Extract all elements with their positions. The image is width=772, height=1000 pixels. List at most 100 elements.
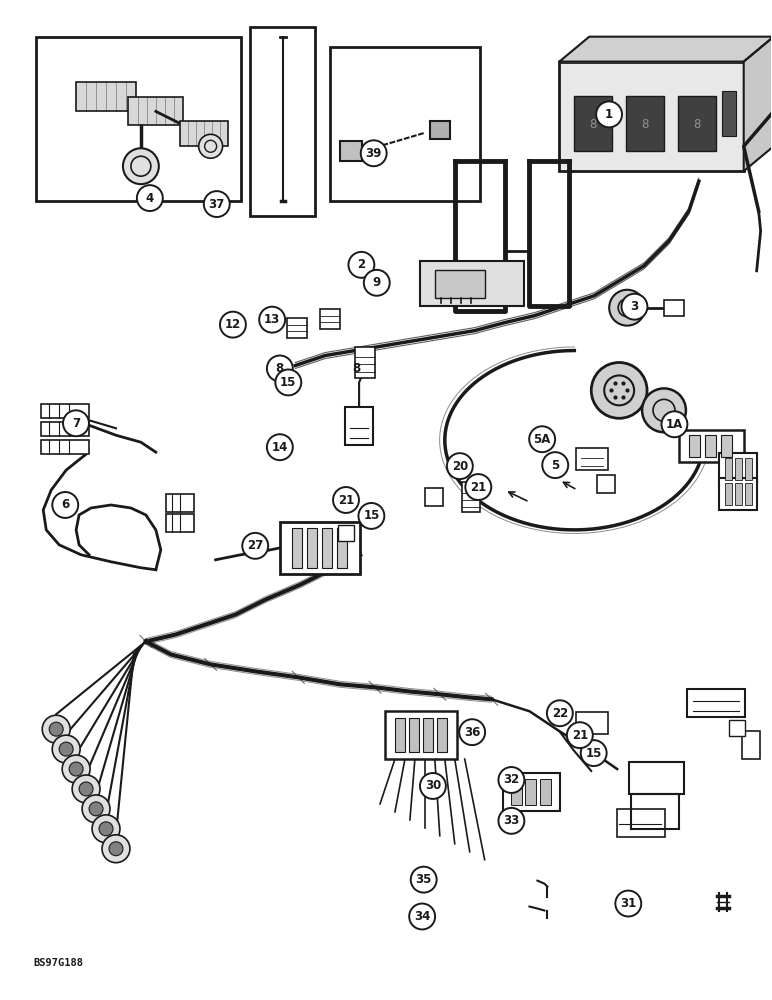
Text: 33: 33: [503, 814, 520, 827]
Circle shape: [447, 453, 472, 479]
Bar: [719, 453, 757, 485]
Circle shape: [89, 802, 103, 816]
Bar: [76, 82, 136, 111]
Bar: [41, 422, 89, 436]
Circle shape: [123, 148, 159, 184]
Text: 8: 8: [693, 118, 701, 131]
Bar: [689, 435, 700, 457]
Bar: [250, 27, 315, 216]
Text: 3: 3: [631, 300, 638, 313]
Circle shape: [621, 294, 648, 320]
Text: 27: 27: [247, 539, 263, 552]
Bar: [745, 458, 752, 480]
Bar: [307, 528, 317, 568]
Circle shape: [276, 369, 301, 395]
Bar: [725, 483, 732, 505]
Text: 1A: 1A: [665, 418, 683, 431]
Circle shape: [63, 410, 89, 436]
Text: 8: 8: [276, 362, 284, 375]
Bar: [560, 62, 743, 171]
Circle shape: [102, 835, 130, 863]
Bar: [425, 488, 443, 506]
Bar: [678, 96, 716, 151]
Circle shape: [547, 700, 573, 726]
Circle shape: [69, 762, 83, 776]
Bar: [742, 731, 760, 759]
Bar: [735, 458, 742, 480]
Bar: [337, 528, 347, 568]
Circle shape: [348, 252, 374, 278]
Bar: [577, 448, 608, 470]
Bar: [719, 478, 757, 510]
Bar: [745, 483, 752, 505]
Bar: [128, 97, 183, 125]
Bar: [598, 475, 615, 493]
Bar: [287, 318, 307, 338]
Circle shape: [596, 101, 622, 127]
Circle shape: [109, 842, 123, 856]
Polygon shape: [743, 37, 772, 171]
Bar: [320, 309, 340, 329]
Text: 13: 13: [264, 313, 280, 326]
Text: 1: 1: [605, 108, 613, 121]
Bar: [705, 435, 716, 457]
Text: 34: 34: [414, 910, 430, 923]
Circle shape: [358, 503, 384, 529]
Circle shape: [409, 904, 435, 929]
Bar: [345, 407, 373, 445]
Text: 35: 35: [415, 873, 432, 886]
Circle shape: [82, 795, 110, 823]
Bar: [687, 689, 745, 717]
Circle shape: [52, 492, 78, 518]
Bar: [430, 121, 450, 139]
Bar: [435, 270, 485, 298]
Text: 15: 15: [363, 509, 380, 522]
Bar: [340, 141, 362, 161]
Text: 12: 12: [225, 318, 241, 331]
Text: 15: 15: [585, 747, 602, 760]
Text: 21: 21: [572, 729, 588, 742]
Circle shape: [459, 719, 485, 745]
Bar: [735, 483, 742, 505]
Circle shape: [242, 533, 268, 559]
Circle shape: [92, 815, 120, 843]
Circle shape: [204, 191, 230, 217]
Text: 22: 22: [552, 707, 568, 720]
Bar: [355, 347, 375, 378]
Text: 39: 39: [365, 147, 382, 160]
Bar: [420, 261, 524, 306]
Bar: [293, 528, 303, 568]
Bar: [540, 779, 551, 805]
Bar: [41, 404, 89, 418]
Circle shape: [267, 434, 293, 460]
Circle shape: [567, 722, 593, 748]
Text: 36: 36: [464, 726, 480, 739]
Bar: [462, 482, 479, 512]
Text: 8: 8: [590, 118, 597, 131]
Circle shape: [63, 755, 90, 783]
Bar: [729, 720, 745, 736]
Text: 5A: 5A: [533, 433, 551, 446]
Polygon shape: [560, 37, 772, 62]
Bar: [36, 37, 241, 201]
Circle shape: [581, 740, 607, 766]
Text: 7: 7: [72, 417, 80, 430]
Text: 21: 21: [470, 481, 486, 494]
Circle shape: [662, 411, 687, 437]
Text: 21: 21: [338, 493, 354, 506]
Circle shape: [137, 185, 163, 211]
Bar: [180, 121, 228, 146]
Circle shape: [259, 307, 285, 333]
Text: 5: 5: [551, 459, 560, 472]
Circle shape: [49, 722, 63, 736]
Bar: [166, 494, 194, 512]
Bar: [679, 430, 743, 462]
Bar: [725, 458, 732, 480]
Text: 14: 14: [272, 441, 288, 454]
Circle shape: [79, 782, 93, 796]
Bar: [423, 718, 433, 752]
Bar: [722, 91, 736, 136]
Circle shape: [642, 388, 686, 432]
Bar: [385, 711, 457, 759]
Bar: [526, 779, 537, 805]
